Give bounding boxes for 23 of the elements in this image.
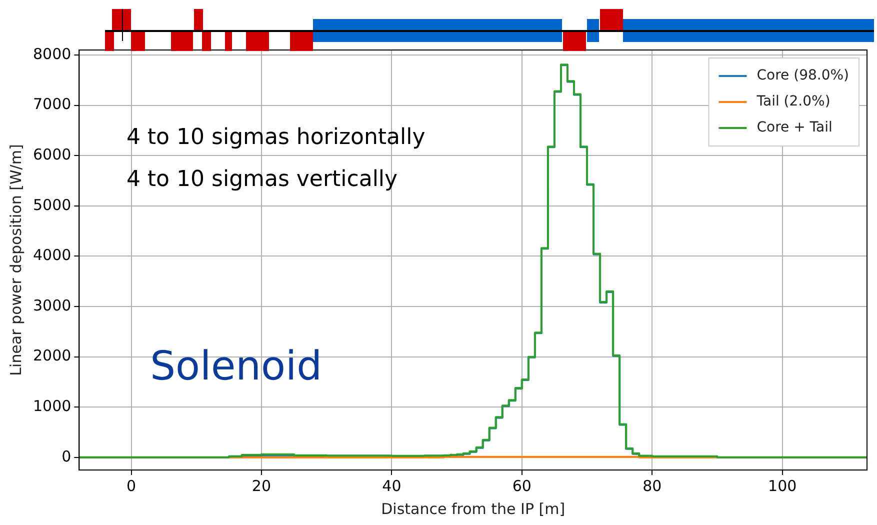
- y-tick-label: 1000: [32, 397, 72, 416]
- y-tick-label: 7000: [32, 95, 72, 114]
- x-tick-label: 20: [252, 476, 272, 495]
- y-tick-label: 0: [62, 447, 72, 466]
- y-tick-label: 8000: [32, 44, 72, 63]
- y-tick-label: 6000: [32, 146, 72, 164]
- legend-label: Core + Tail: [756, 120, 832, 136]
- y-tick-label: 2000: [32, 346, 72, 365]
- legend-label: Core (98.0%): [756, 68, 850, 84]
- x-tick-label: 0: [126, 476, 136, 495]
- y-tick-label: 3000: [32, 296, 72, 314]
- y-tick-label: 4000: [32, 246, 72, 264]
- x-tick-label: 80: [642, 476, 662, 495]
- annotation: 4 to 10 sigmas horizontally: [126, 124, 426, 150]
- x-tick-label: 100: [768, 476, 797, 495]
- annotation: Solenoid: [150, 344, 322, 390]
- y-tick-label: 5000: [32, 196, 72, 214]
- y-axis-title: Linear power deposition [W/m]: [6, 144, 25, 376]
- x-tick-label: 40: [382, 476, 402, 495]
- x-tick-label: 60: [512, 476, 532, 495]
- legend-label: Tail (2.0%): [756, 94, 830, 110]
- x-axis-title: Distance from the IP [m]: [381, 500, 566, 518]
- annotation: 4 to 10 sigmas vertically: [126, 166, 398, 192]
